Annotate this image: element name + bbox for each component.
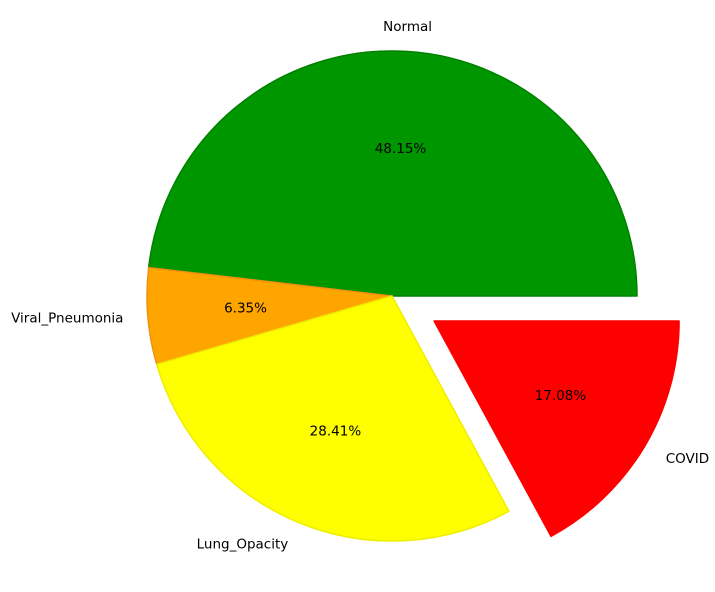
pie-percent-label-viral-pneumonia: 6.35% (224, 300, 267, 316)
pie-slice-lung-opacity (156, 295, 510, 542)
pie-category-label-covid: COVID (666, 451, 709, 467)
pie-slice-covid (433, 320, 680, 538)
pie-slice-normal (147, 50, 638, 297)
pie-labels: 48.15% Normal 6.35% Viral_Pneumonia 28.41% Lu… (11, 19, 709, 553)
pie-percent-label-normal: 48.15% (375, 141, 427, 157)
pie-category-label-lung-opacity: Lung_Opacity (197, 537, 289, 553)
pie-category-label-normal: Normal (383, 19, 432, 35)
pie-category-label-viral-pneumonia: Viral_Pneumonia (11, 310, 123, 326)
pie-percent-label-lung-opacity: 28.41% (310, 424, 362, 440)
pie-slices (146, 50, 680, 542)
pie-percent-label-covid: 17.08% (535, 388, 587, 404)
